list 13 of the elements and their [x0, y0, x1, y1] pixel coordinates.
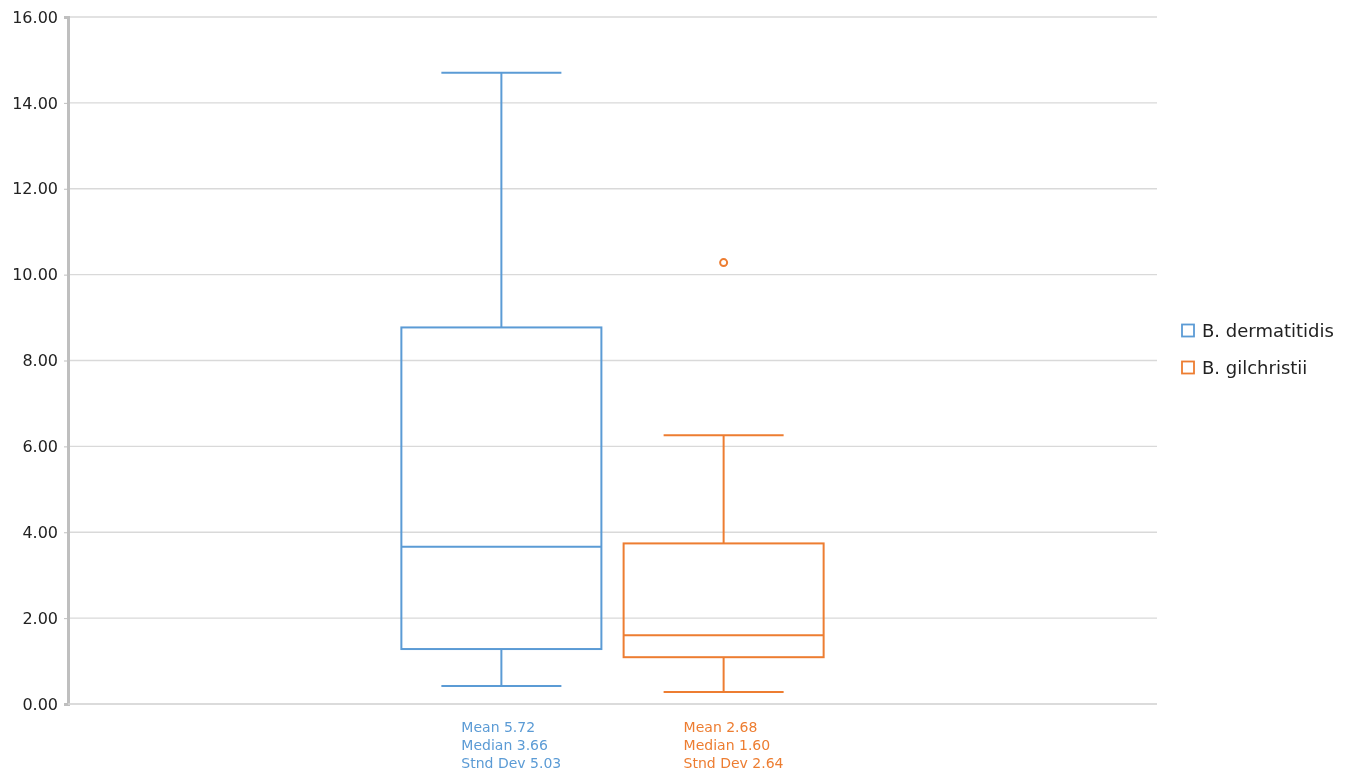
y-tick-label: 16.00 [12, 7, 58, 27]
y-tick-label: 14.00 [12, 93, 58, 113]
text: Mean 5.72 Median 3.66 Stnd Dev 5.03 [461, 719, 562, 771]
y-tick-label: 0.00 [22, 694, 58, 714]
y-tick-label: 4.00 [22, 522, 58, 542]
text: Mean 2.68 Median 1.60 Stnd Dev 2.64 [683, 719, 784, 771]
legend-label: B. gilchristii [1202, 356, 1308, 378]
y-tick-label: 10.00 [12, 265, 58, 285]
y-tick-label: 6.00 [22, 436, 58, 456]
legend-label: B. dermatitidis [1202, 319, 1334, 341]
y-tick-label: 8.00 [22, 351, 58, 371]
y-tick-label: 2.00 [22, 608, 58, 628]
y-tick-label: 12.00 [12, 179, 58, 199]
